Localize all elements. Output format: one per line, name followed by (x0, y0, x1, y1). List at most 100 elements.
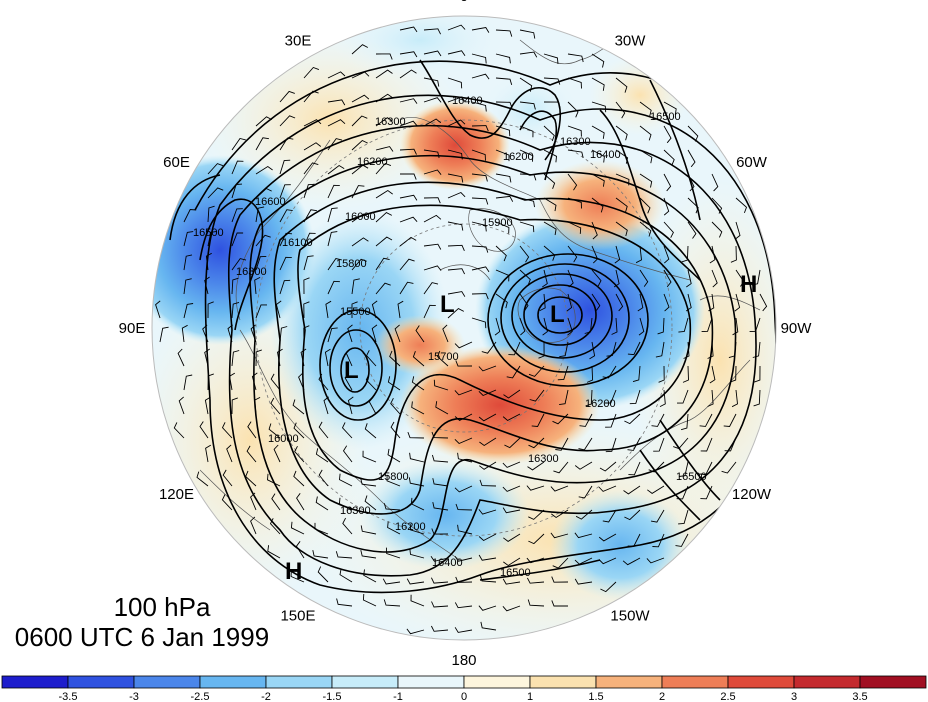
wind-barb (519, 173, 537, 181)
wind-barb (375, 212, 393, 223)
wind-barb (495, 53, 511, 64)
wind-barb (574, 532, 593, 539)
wind-barb (632, 365, 641, 383)
wind-barb (480, 621, 497, 631)
wind-barb (528, 509, 545, 520)
wind-barb (385, 547, 401, 559)
wind-barb (318, 373, 329, 391)
wind-barb (591, 197, 604, 213)
colorbar-box (529, 675, 597, 689)
wind-barb (629, 389, 641, 405)
wind-barb (423, 118, 442, 127)
wind-barb (442, 324, 449, 343)
wind-barb (423, 304, 436, 319)
wind-barb (342, 445, 353, 463)
wind-barb (204, 396, 211, 415)
wind-barb (687, 149, 696, 168)
wind-barb (226, 444, 233, 463)
wind-barb (447, 119, 466, 127)
wind-barb (543, 221, 557, 236)
wind-barb (639, 197, 651, 214)
wind-barb (639, 101, 652, 117)
wind-barb (567, 53, 584, 63)
wind-barb (255, 137, 269, 151)
wind-barb (231, 208, 243, 223)
wind-barb (687, 197, 699, 214)
wind-barb (586, 365, 594, 383)
contour-labels: 16400 16300 16200 16100 16000 15900 1580… (193, 95, 707, 579)
wind-barb (495, 125, 511, 137)
wind-barb (598, 533, 617, 542)
contour-label: 15800 (336, 258, 367, 270)
wind-barb (635, 245, 642, 264)
wind-barb (542, 317, 548, 336)
wind-barb (375, 53, 393, 60)
wind-barb (663, 293, 670, 312)
wind-barb (295, 541, 305, 559)
wind-barb (471, 173, 488, 182)
wind-barb (567, 221, 582, 234)
wind-barb (362, 450, 377, 463)
wind-barb (454, 341, 473, 349)
wind-barb (471, 266, 490, 273)
wind-barb (701, 317, 713, 333)
wind-barb (173, 422, 185, 439)
wind-barb (567, 173, 578, 191)
wind-barb (255, 116, 273, 127)
wind-barb (651, 413, 665, 427)
wind-barb (365, 374, 377, 391)
wind-barb (351, 115, 368, 127)
wind-barb (550, 485, 569, 492)
wind-barb (455, 360, 473, 367)
wind-barb (183, 374, 193, 391)
wind-barb (707, 389, 714, 407)
wind-barb (615, 149, 629, 164)
wind-barb (552, 557, 569, 569)
wind-barb (183, 254, 193, 271)
contour-label: 16500 (193, 227, 224, 239)
wind-barb (375, 282, 391, 295)
contour-label: 16300 (560, 136, 591, 148)
colorbar-box (859, 675, 927, 689)
wind-barb (303, 277, 310, 295)
wind-barb (411, 401, 425, 415)
wind-barb (303, 325, 310, 343)
wind-barb (663, 245, 670, 264)
lon-label: 90W (781, 320, 813, 337)
wind-barb (699, 461, 713, 476)
wind-barb (519, 51, 538, 58)
wind-barb (411, 376, 425, 391)
wind-barb (399, 148, 417, 155)
wind-barb (615, 221, 628, 237)
wind-barb (502, 413, 521, 422)
wind-barb (387, 521, 401, 535)
wind-barb (627, 533, 641, 547)
height-contours (169, 59, 776, 594)
wind-barb (409, 548, 425, 559)
wind-barb (410, 594, 425, 607)
low-center: L (344, 357, 359, 384)
wind-barb (663, 149, 675, 166)
wind-barb (566, 293, 573, 312)
wind-barb (454, 437, 473, 445)
wind-barb (552, 413, 569, 425)
map-boundary (151, 15, 777, 641)
wind-barb (327, 71, 346, 79)
wind-barb (399, 69, 417, 79)
wind-barb (639, 125, 652, 141)
wind-barb (591, 269, 602, 287)
wind-barb (347, 324, 353, 343)
wind-barb (479, 437, 497, 447)
wind-barb (399, 281, 414, 295)
wind-barb (724, 437, 737, 452)
wind-barb (543, 101, 561, 108)
wind-barb (351, 237, 369, 247)
lon-label: 60W (736, 154, 768, 171)
wind-barb (519, 197, 535, 208)
wind-barb (567, 77, 582, 89)
wind-barb (538, 341, 545, 359)
wind-barb (375, 162, 392, 175)
wind-barb (351, 278, 360, 295)
wind-barb (399, 120, 418, 127)
wind-barb (267, 473, 281, 487)
